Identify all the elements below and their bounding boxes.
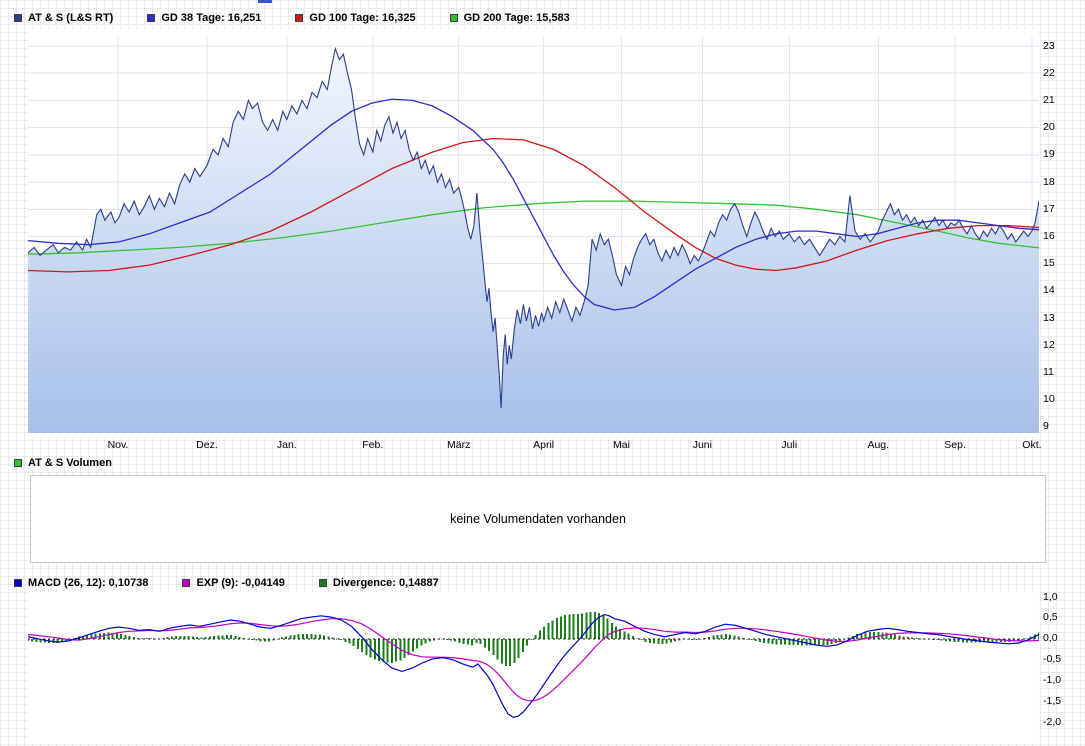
volume-empty-message: keine Volumendaten vorhanden bbox=[450, 512, 626, 526]
macd-y-tick: -1,5 bbox=[1043, 695, 1062, 707]
macd-y-tick: 0,5 bbox=[1043, 611, 1058, 624]
price-series-label: AT & S (L&S RT) bbox=[28, 12, 114, 24]
price-y-tick: 20 bbox=[1043, 121, 1055, 134]
divergence-series-marker bbox=[318, 579, 327, 587]
price-y-axis: 23 22 21 20 19 18 17 16 15 14 13 12 11 10 9 bbox=[1043, 30, 1081, 437]
gd100-series-label: GD 100 Tage: 16,325 bbox=[309, 12, 416, 24]
legend-item-exp: EXP (9): -0,04149 bbox=[182, 577, 285, 589]
price-y-tick: 14 bbox=[1043, 284, 1055, 297]
macd-chart bbox=[28, 592, 1039, 744]
macd-y-tick: -2,0 bbox=[1043, 715, 1062, 728]
volume-legend: AT & S Volumen bbox=[14, 457, 112, 469]
price-chart-canvas bbox=[28, 30, 1039, 437]
volume-panel: keine Volumendaten vorhanden bbox=[30, 475, 1046, 563]
legend-item-gd200: GD 200 Tage: 15,583 bbox=[449, 12, 570, 24]
price-legend: AT & S (L&S RT) GD 38 Tage: 16,251 GD 10… bbox=[14, 12, 570, 24]
macd-y-axis: 1,0 0,5 0,0 -0,5 -1,0 -1,5 -2,0 bbox=[1043, 590, 1083, 744]
macd-series-marker bbox=[14, 579, 22, 587]
legend-item-macd: MACD (26, 12): 0,10738 bbox=[14, 577, 148, 589]
price-x-tick: Aug. bbox=[867, 439, 890, 451]
gd200-series-marker bbox=[449, 14, 458, 22]
price-y-tick: 23 bbox=[1043, 39, 1055, 52]
price-x-tick: Mai bbox=[612, 439, 630, 451]
price-x-tick: Feb. bbox=[362, 439, 384, 451]
macd-y-tick: -1,0 bbox=[1043, 674, 1062, 687]
legend-item-volume: AT & S Volumen bbox=[14, 457, 112, 469]
gd38-series-label: GD 38 Tage: 16,251 bbox=[161, 12, 262, 24]
macd-series-label: MACD (26, 12): 0,10738 bbox=[28, 577, 149, 589]
volume-series-label: AT & S Volumen bbox=[28, 457, 112, 469]
price-y-tick: 9 bbox=[1043, 420, 1049, 433]
legend-item-price: AT & S (L&S RT) bbox=[14, 12, 113, 24]
price-x-tick: Okt. bbox=[1022, 439, 1042, 451]
gd38-series-marker bbox=[147, 14, 156, 22]
price-y-tick: 17 bbox=[1043, 202, 1055, 215]
macd-y-tick: -0,5 bbox=[1043, 653, 1062, 666]
price-y-tick: 11 bbox=[1043, 366, 1054, 379]
price-y-tick: 15 bbox=[1043, 257, 1055, 270]
price-x-tick: Nov. bbox=[107, 439, 129, 451]
price-x-tick: Juli bbox=[781, 439, 798, 451]
price-y-tick: 13 bbox=[1043, 311, 1055, 324]
exp-series-label: EXP (9): -0,04149 bbox=[196, 577, 285, 589]
price-y-tick: 12 bbox=[1043, 338, 1055, 351]
price-x-tick: Jan. bbox=[276, 439, 297, 451]
macd-chart-canvas bbox=[28, 592, 1039, 744]
gd200-series-label: GD 200 Tage: 15,583 bbox=[463, 12, 570, 24]
price-y-tick: 21 bbox=[1043, 93, 1055, 106]
legend-item-gd38: GD 38 Tage: 16,251 bbox=[147, 12, 261, 24]
macd-legend: MACD (26, 12): 0,10738 EXP (9): -0,04149… bbox=[14, 577, 439, 589]
macd-y-tick: 0,0 bbox=[1043, 632, 1058, 645]
price-x-tick: März bbox=[447, 439, 471, 451]
price-x-tick: Juni bbox=[692, 439, 712, 451]
legend-item-divergence: Divergence: 0,14887 bbox=[318, 577, 439, 589]
price-y-tick: 19 bbox=[1043, 148, 1055, 161]
price-y-tick: 16 bbox=[1043, 229, 1055, 242]
price-x-axis: Nov. Dez. Jan. Feb. März April Mai Juni Juli Aug.… bbox=[0, 439, 1085, 453]
macd-y-tick: 1,0 bbox=[1043, 590, 1058, 603]
volume-series-marker bbox=[14, 459, 22, 467]
divergence-series-label: Divergence: 0,14887 bbox=[332, 577, 439, 589]
top-accent-bar bbox=[258, 0, 272, 3]
legend-item-gd100: GD 100 Tage: 16,325 bbox=[295, 12, 416, 24]
price-y-tick: 10 bbox=[1043, 393, 1055, 406]
price-y-tick: 22 bbox=[1043, 66, 1055, 79]
gd100-series-marker bbox=[295, 14, 304, 22]
price-chart bbox=[28, 30, 1039, 437]
exp-series-marker bbox=[182, 579, 191, 587]
price-x-tick: April bbox=[533, 439, 555, 451]
price-series-marker bbox=[14, 14, 22, 22]
price-y-tick: 18 bbox=[1043, 175, 1055, 188]
price-x-tick: Dez. bbox=[196, 439, 218, 451]
price-x-tick: Sep. bbox=[944, 439, 966, 451]
